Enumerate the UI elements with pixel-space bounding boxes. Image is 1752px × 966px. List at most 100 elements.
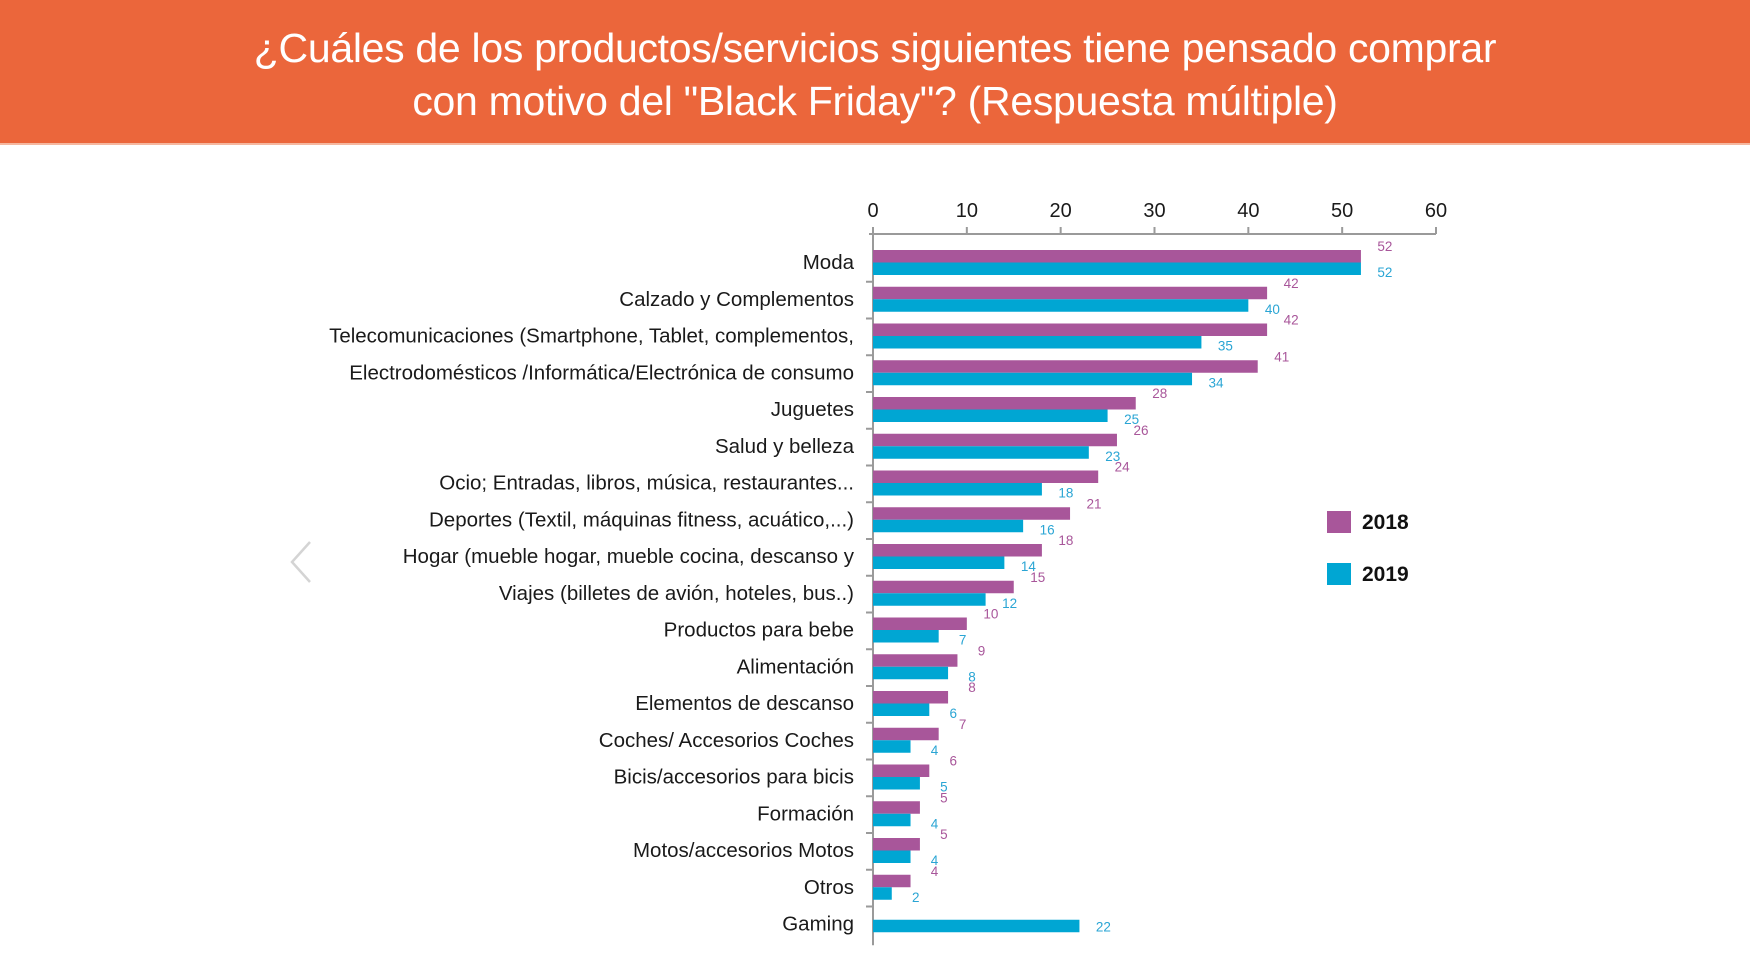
data-label-2019: 4 [931, 853, 939, 868]
category-label: Deportes (Textil, máquinas fitness, acuá… [429, 508, 854, 531]
bar-2018 [873, 580, 1014, 594]
x-tick-label: 30 [1143, 200, 1165, 222]
data-label-2019: 16 [1040, 522, 1055, 537]
chart-title-line-1: ¿Cuáles de los productos/servicios sigui… [253, 25, 1497, 71]
bar-2018 [873, 874, 911, 888]
legend-swatch-2018 [1327, 511, 1351, 533]
bar-2019 [873, 409, 1108, 422]
category-label: Motos/accesorios Motos [633, 839, 854, 862]
x-tick-label: 50 [1331, 200, 1353, 222]
data-label-2018: 9 [978, 643, 986, 658]
bar-2018 [873, 617, 967, 630]
bar-2019 [873, 299, 1249, 312]
data-label-2019: 4 [931, 743, 939, 758]
category-label: Hogar (mueble hogar, mueble cocina, desc… [403, 545, 855, 568]
bar-2019 [873, 372, 1193, 386]
x-axis: 0 10 20 30 40 50 60 [866, 200, 1447, 946]
bar-2019 [873, 593, 986, 606]
previous-slide-button[interactable] [286, 536, 326, 588]
data-label-2018: 5 [940, 790, 948, 805]
bar-2018 [873, 727, 939, 741]
title-banner: ¿Cuáles de los productos/servicios sigui… [0, 0, 1750, 145]
bar-2019 [873, 887, 892, 900]
data-label-2019: 4 [931, 816, 939, 831]
data-label-2019: 22 [1096, 919, 1111, 934]
data-label-2018: 28 [1152, 386, 1167, 401]
category-label: Elementos de descanso [635, 692, 854, 715]
data-label-2019: 40 [1265, 302, 1280, 317]
bars: 5252424042354134282526232418211618141512… [873, 239, 1392, 934]
bar-2018 [873, 654, 958, 667]
category-label: Viajes (billetes de avión, hoteles, bus.… [499, 582, 854, 605]
data-label-2019: 18 [1058, 486, 1073, 501]
data-label-2019: 25 [1124, 412, 1139, 427]
category-label: Otros [804, 876, 854, 899]
bar-2019 [873, 813, 911, 827]
category-label: Juguetes [771, 398, 854, 421]
legend-swatch-2019 [1327, 563, 1351, 585]
bar-2019 [873, 666, 949, 680]
bar-2019 [873, 740, 911, 753]
bar-2019 [873, 919, 1080, 933]
category-label: Coches/ Accesorios Coches [599, 729, 854, 752]
category-label: Formación [757, 802, 854, 825]
bar-2018 [873, 691, 949, 704]
legend-label-2018: 2018 [1362, 511, 1409, 534]
category-label: Moda [803, 251, 855, 274]
bar-2018 [873, 360, 1258, 373]
bar-2018 [873, 397, 1136, 410]
bar-2019 [873, 446, 1089, 459]
data-label-2018: 42 [1284, 276, 1299, 291]
bar-2018 [873, 801, 920, 814]
data-label-2018: 21 [1087, 496, 1102, 511]
bar-2019 [873, 262, 1361, 275]
data-label-2019: 52 [1377, 265, 1392, 280]
category-label: Bicis/accesorios para bicis [614, 766, 854, 789]
category-label: Ocio; Entradas, libros, música, restaura… [439, 472, 854, 495]
data-label-2018: 41 [1274, 349, 1289, 364]
data-label-2019: 23 [1105, 449, 1120, 464]
legend: 2018 2019 [1327, 511, 1409, 586]
bar-2019 [873, 336, 1202, 349]
bar-2018 [873, 250, 1361, 263]
bar-2019 [873, 556, 1005, 569]
category-labels: Moda Calzado y Complementos Telecomunicaci… [329, 251, 855, 936]
data-label-2018: 42 [1284, 313, 1299, 328]
bar-2018 [873, 507, 1071, 520]
data-label-2019: 8 [968, 669, 976, 684]
data-label-2019: 34 [1209, 375, 1225, 390]
data-label-2019: 7 [959, 633, 967, 648]
bar-2018 [873, 323, 1268, 336]
category-label: Salud y belleza [715, 435, 855, 458]
category-label: Calzado y Complementos [619, 288, 854, 311]
data-label-2019: 35 [1218, 339, 1233, 354]
data-label-2018: 7 [959, 717, 967, 732]
bar-2018 [873, 470, 1099, 483]
x-tick-label: 0 [867, 200, 878, 222]
data-label-2019: 6 [950, 706, 958, 721]
x-tick-label: 60 [1425, 200, 1447, 222]
category-label: Telecomunicaciones (Smartphone, Tablet, … [329, 325, 854, 348]
category-label: Gaming [782, 913, 854, 936]
x-tick-label: 20 [1050, 200, 1072, 222]
data-label-2018: 4 [931, 864, 939, 879]
data-label-2018: 6 [950, 754, 958, 769]
bar-2019 [873, 630, 939, 643]
bar-2018 [873, 544, 1042, 557]
category-label: Electrodomésticos /Informática/Electróni… [349, 361, 854, 384]
data-label-2019: 2 [912, 890, 920, 905]
legend-label-2019: 2019 [1362, 563, 1409, 586]
bar-2018 [873, 433, 1117, 447]
bar-2019 [873, 850, 911, 863]
category-label: Productos para bebe [664, 619, 854, 642]
chart-title-line-2: con motivo del "Black Friday"? (Respuest… [412, 78, 1338, 124]
bar-2019 [873, 777, 920, 790]
bar-2018 [873, 286, 1268, 300]
x-tick-label: 10 [956, 200, 978, 222]
category-label: Alimentación [737, 655, 854, 678]
data-label-2018: 15 [1030, 570, 1045, 585]
bar-2019 [873, 703, 930, 716]
data-label-2018: 5 [940, 827, 948, 842]
data-label-2018: 8 [968, 680, 976, 695]
bar-2018 [873, 764, 930, 777]
